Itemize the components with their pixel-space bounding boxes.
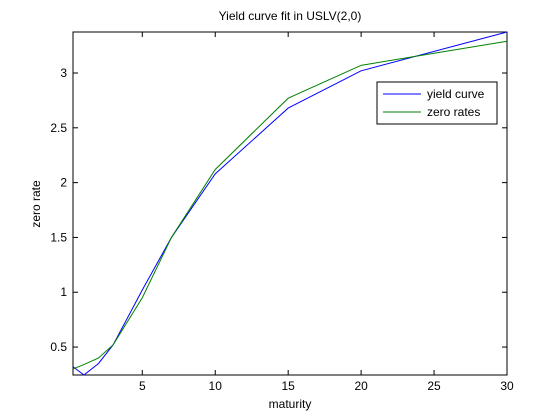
x-tick-label: 20 xyxy=(354,379,368,393)
x-axis-label: maturity xyxy=(269,397,312,411)
y-tick-label: 1.5 xyxy=(50,230,67,244)
y-tick-label: 0.5 xyxy=(50,340,67,354)
legend-box xyxy=(376,81,498,125)
chart-title: Yield curve fit in USLV(2,0) xyxy=(219,9,362,23)
y-axis-label: zero rate xyxy=(29,180,43,228)
x-tick-label: 30 xyxy=(500,379,514,393)
data-line xyxy=(72,31,508,376)
y-tick-label: 1 xyxy=(60,285,67,299)
y-tick-label: 2 xyxy=(60,176,67,190)
x-tick-label: 5 xyxy=(139,379,146,393)
legend-label: yield curve xyxy=(427,87,485,101)
data-line xyxy=(72,40,508,370)
legend-label: zero rates xyxy=(427,105,480,119)
y-tick-label: 2.5 xyxy=(50,121,67,135)
x-tick-label: 10 xyxy=(209,379,223,393)
x-tick-label: 15 xyxy=(281,379,295,393)
y-tick-label: 3 xyxy=(60,66,67,80)
x-tick-label: 25 xyxy=(427,379,441,393)
